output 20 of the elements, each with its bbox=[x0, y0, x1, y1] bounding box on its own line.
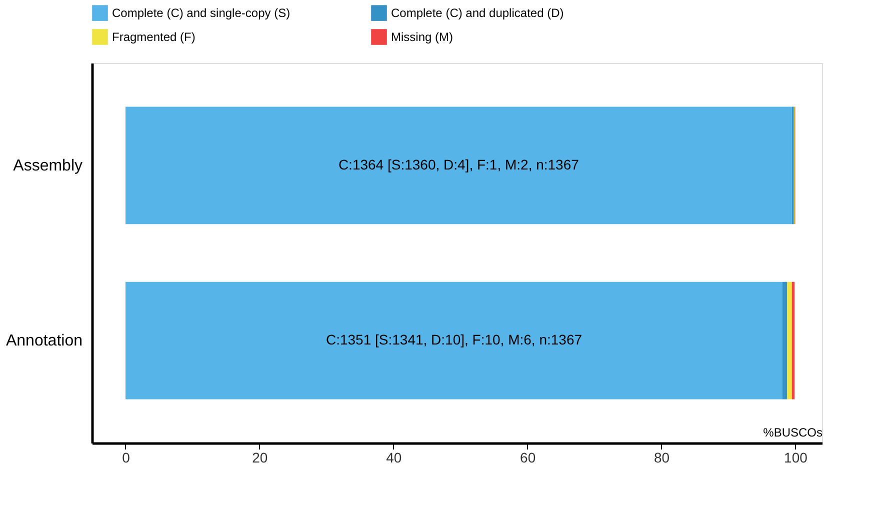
bar bbox=[782, 282, 788, 400]
legend-label: Missing (M) bbox=[391, 30, 453, 44]
y-tick-label: Assembly bbox=[13, 157, 82, 174]
x-tick-label: 20 bbox=[252, 450, 268, 466]
x-tick-label: 40 bbox=[386, 450, 402, 466]
bar bbox=[125, 106, 792, 224]
annotation: C:1364 [S:1360, D:4], F:1, M:2, n:1367 bbox=[338, 156, 580, 172]
x-tick-label: 100 bbox=[784, 450, 808, 466]
x-tick-label: 0 bbox=[122, 450, 130, 466]
bar bbox=[792, 282, 795, 400]
x-tick-label: 60 bbox=[520, 450, 536, 466]
annotation: C:1351 [S:1341, D:10], F:10, M:6, n:1367 bbox=[326, 332, 582, 348]
legend-label: Complete (C) and single-copy (S) bbox=[112, 6, 290, 20]
legend-label: Fragmented (F) bbox=[112, 30, 196, 44]
bar bbox=[787, 282, 792, 400]
x-tick-label: 80 bbox=[654, 450, 670, 466]
x-axis-title: %BUSCOs bbox=[763, 426, 822, 440]
y-tick-label: Annotation bbox=[6, 332, 82, 350]
bar bbox=[125, 282, 782, 400]
legend-label: Complete (C) and duplicated (D) bbox=[391, 6, 564, 20]
